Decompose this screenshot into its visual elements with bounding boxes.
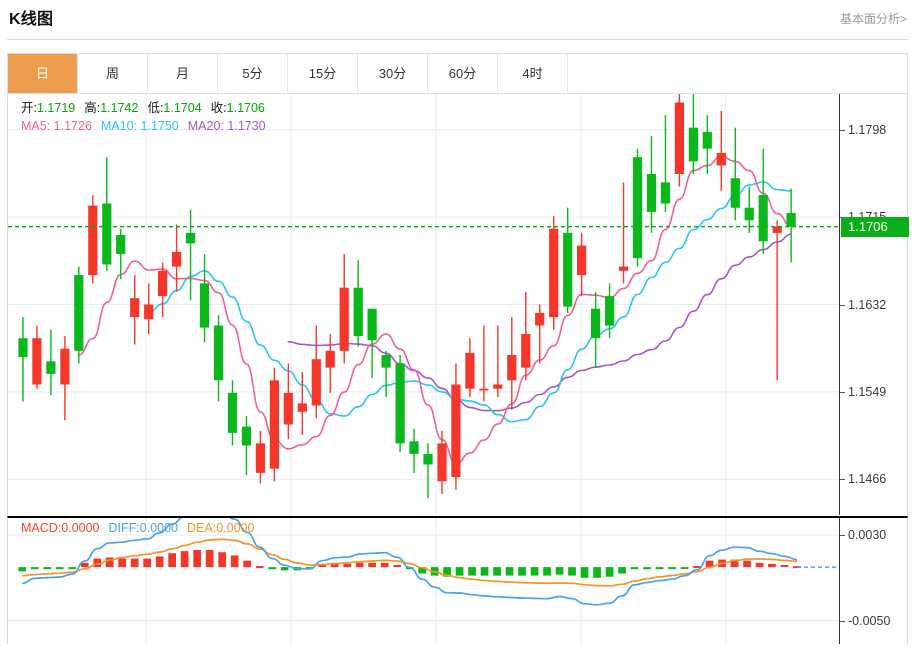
tab-1[interactable]: 周 [78, 54, 148, 93]
tab-2[interactable]: 月 [148, 54, 218, 93]
price-axis-tick [840, 304, 845, 306]
macd-panel: MACD:0.0000 DIFF:0.0000 DEA:0.0000 0.0030-… [7, 516, 908, 644]
tab-7[interactable]: 4时 [498, 54, 568, 93]
macd-axis-label: 0.0030 [848, 528, 887, 543]
chart-shell: 开:1.1719 高:1.1742 低:1.1704 收:1.1706 MA5: 1.… [7, 94, 909, 644]
macd-axis-tick [840, 535, 845, 537]
price-axis-label: 1.1798 [848, 122, 887, 137]
price-axis-label: 1.1549 [848, 384, 887, 399]
price-axis-label: 1.1466 [848, 472, 887, 487]
page-title: K线图 [9, 11, 54, 28]
macd-plot-area[interactable] [8, 518, 839, 644]
tabbar-filler [568, 54, 907, 93]
last-price-badge: 1.1706 [841, 216, 909, 237]
tab-4[interactable]: 15分 [288, 54, 358, 93]
candlestick-svg [8, 94, 839, 515]
price-axis-tick [840, 479, 845, 481]
page-header: K线图 基本面分析> [0, 0, 915, 40]
fundamental-analysis-link[interactable]: 基本面分析> [839, 12, 907, 26]
tab-0[interactable]: 日 [8, 54, 78, 93]
macd-axis: 0.0030 -0.0050 [839, 518, 909, 644]
price-axis-tick [840, 391, 845, 393]
price-panel: 开:1.1719 高:1.1742 低:1.1704 收:1.1706 MA5: 1.… [7, 94, 909, 515]
tab-6[interactable]: 60分 [428, 54, 498, 93]
macd-svg [8, 518, 839, 644]
tab-3[interactable]: 5分 [218, 54, 288, 93]
macd-axis-tick [840, 620, 845, 622]
header-divider [7, 39, 908, 40]
price-plot-area[interactable] [8, 94, 839, 515]
price-axis-label: 1.1632 [848, 297, 887, 312]
timeframe-tabbar: 日周月 5分 15分 30分 60分 4时 [7, 53, 908, 94]
tab-5[interactable]: 30分 [358, 54, 428, 93]
price-axis-tick [840, 129, 845, 131]
macd-axis-label: -0.0050 [848, 613, 891, 628]
